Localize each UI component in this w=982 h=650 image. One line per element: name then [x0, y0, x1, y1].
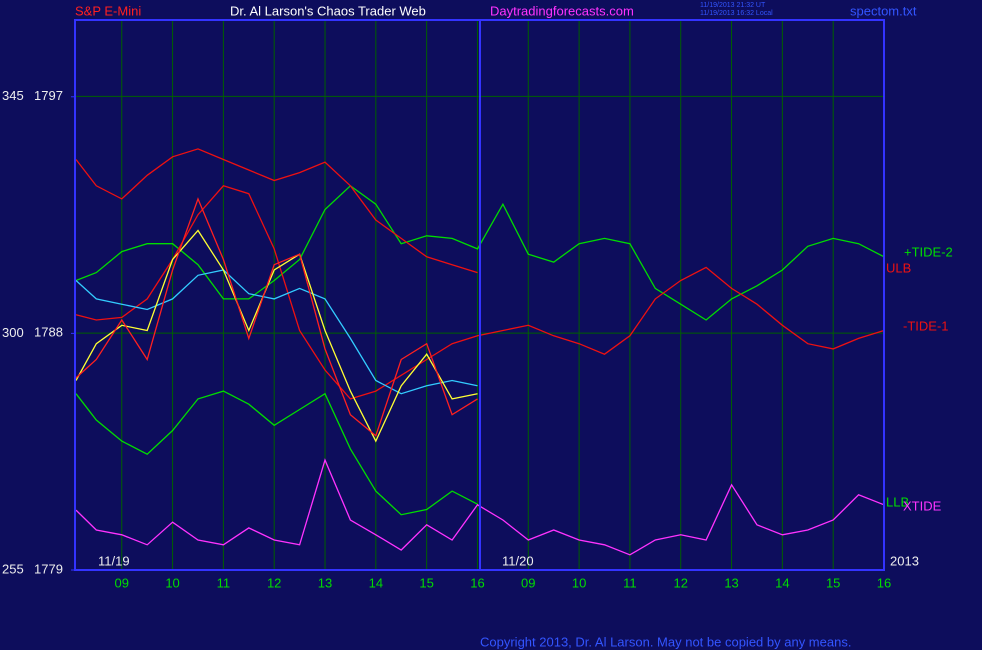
x-tick-label: 12 — [267, 575, 281, 590]
series-label: -TIDE-1 — [903, 318, 949, 333]
series-line — [75, 458, 885, 556]
x-tick-label: 13 — [318, 575, 332, 590]
timestamp: 11/19/2013 16:32 Local — [700, 10, 773, 17]
date-label: 11/19 — [98, 553, 130, 568]
timestamp: 11/19/2013 21:32 UT — [700, 2, 766, 9]
chart-title: Dr. Al Larson's Chaos Trader Web — [230, 3, 426, 18]
x-tick-label: 09 — [115, 575, 129, 590]
file-name: spectom.txt — [850, 3, 917, 18]
x-tick-label: 16 — [877, 575, 891, 590]
series-line — [75, 269, 478, 395]
series-line — [75, 229, 478, 443]
y-tick-label: 1788 — [34, 325, 63, 340]
x-tick-label: 13 — [724, 575, 738, 590]
series-line — [75, 390, 478, 516]
y2-tick-label: 300 — [2, 325, 24, 340]
x-tick-label: 10 — [165, 575, 179, 590]
date-label: 11/20 — [502, 553, 534, 568]
series-label: +TIDE-2 — [904, 244, 953, 259]
x-tick-label: 11 — [217, 575, 231, 590]
series-line — [75, 185, 885, 400]
series-line — [75, 148, 478, 274]
x-tick-label: 10 — [572, 575, 586, 590]
y2-tick-label: 345 — [2, 88, 24, 103]
series-label: XTIDE — [903, 498, 942, 513]
series-label: ULB — [886, 260, 911, 275]
x-tick-label: 14 — [775, 575, 789, 590]
series-label: LLB — [886, 494, 909, 509]
x-tick-label: 16 — [470, 575, 484, 590]
x-tick-label: 15 — [826, 575, 840, 590]
x-tick-label: 11 — [623, 575, 637, 590]
series-line — [75, 197, 478, 437]
series-line — [75, 184, 885, 321]
marks-layer — [75, 148, 885, 556]
grid-layer — [75, 20, 885, 571]
x-tick-label: 14 — [369, 575, 383, 590]
x-tick-label: 09 — [521, 575, 535, 590]
y-tick-label: 1779 — [34, 561, 63, 576]
y-tick-label: 1797 — [34, 88, 63, 103]
x-tick-label: 12 — [673, 575, 687, 590]
instrument: S&P E-Mini — [75, 3, 141, 18]
date-label: 2013 — [890, 553, 919, 568]
website: Daytradingforecasts.com — [490, 3, 634, 18]
x-tick-label: 15 — [419, 575, 433, 590]
copyright: Copyright 2013, Dr. Al Larson. May not b… — [480, 634, 851, 649]
y2-tick-label: 255 — [2, 561, 24, 576]
